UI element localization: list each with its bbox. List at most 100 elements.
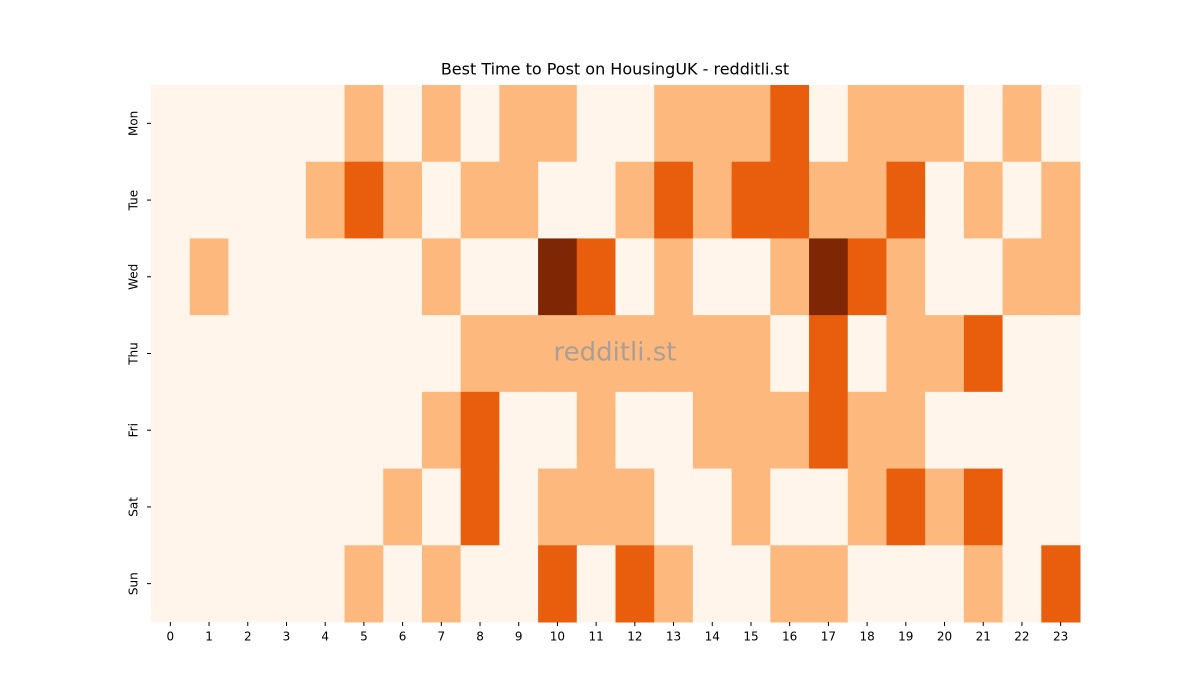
heatmap-cell [654, 161, 694, 239]
heatmap-cell [189, 315, 229, 393]
heatmap-cell [189, 545, 229, 623]
heatmap-cell [460, 468, 500, 546]
heatmap-cell [847, 545, 887, 623]
heatmap-cell [344, 315, 384, 393]
heatmap-cell [770, 85, 810, 163]
heatmap-cell [654, 545, 694, 623]
x-tick-label: 5 [360, 630, 368, 644]
heatmap-cell [847, 161, 887, 239]
x-tick-label: 14 [705, 630, 720, 644]
heatmap-cell [189, 161, 229, 239]
heatmap-cell [731, 85, 771, 163]
heatmap-cell [267, 315, 307, 393]
heatmap-cell [228, 315, 268, 393]
heatmap-cell [538, 468, 578, 546]
heatmap-cell [1002, 391, 1042, 470]
heatmap-cell [189, 238, 229, 316]
heatmap-cell [383, 315, 423, 393]
heatmap-cell [770, 545, 810, 623]
heatmap-cell [809, 391, 849, 470]
heatmap-cell [654, 315, 694, 393]
heatmap-cell [267, 545, 307, 623]
heatmap-cell [421, 161, 462, 239]
heatmap-cell [963, 161, 1004, 239]
heatmap-cell [344, 545, 384, 623]
heatmap-cell [267, 85, 307, 163]
heatmap-cell [151, 238, 191, 316]
heatmap-cell [692, 315, 733, 393]
heatmap-cell [538, 238, 578, 316]
heatmap-cell [383, 238, 423, 316]
heatmap-cell [654, 85, 694, 163]
heatmap-cell [963, 85, 1004, 163]
heatmap-cell [770, 161, 810, 239]
heatmap-cell [151, 391, 191, 470]
heatmap-cell [886, 391, 926, 470]
heatmap-cell [305, 468, 346, 546]
heatmap-cell [770, 468, 810, 546]
heatmap-cell [770, 238, 810, 316]
heatmap-cell [151, 315, 191, 393]
heatmap-cell [305, 315, 346, 393]
heatmap-cell [1002, 85, 1042, 163]
x-tick-label: 13 [666, 630, 681, 644]
heatmap-cell [925, 161, 965, 239]
heatmap-cell [770, 315, 810, 393]
y-tick-label: Mon [127, 111, 141, 136]
heatmap-cell [1041, 391, 1081, 470]
heatmap-cell [692, 238, 733, 316]
x-tick-label: 15 [743, 630, 758, 644]
heatmap-cell [499, 468, 539, 546]
heatmap-cell [925, 85, 965, 163]
heatmap-cell [963, 238, 1004, 316]
heatmap-cell [538, 85, 578, 163]
y-tick-label: Sat [127, 497, 141, 517]
heatmap-cell [499, 85, 539, 163]
heatmap-cell [770, 391, 810, 470]
heatmap-cell [925, 468, 965, 546]
heatmap-cell [499, 238, 539, 316]
heatmap-cell [615, 161, 655, 239]
heatmap-cell [809, 85, 849, 163]
x-tick-label: 20 [937, 630, 952, 644]
heatmap-cell [499, 315, 539, 393]
heatmap-cell [809, 468, 849, 546]
heatmap-cell [692, 545, 733, 623]
x-tick-label: 11 [589, 630, 604, 644]
heatmap-cell [847, 468, 887, 546]
heatmap-cell [421, 315, 462, 393]
heatmap-cell [1002, 315, 1042, 393]
y-tick-label: Thu [127, 342, 141, 366]
heatmap-cell [847, 85, 887, 163]
x-tick-label: 9 [515, 630, 523, 644]
heatmap-cell [383, 161, 423, 239]
heatmap-cell [692, 391, 733, 470]
heatmap-cell [228, 545, 268, 623]
heatmap-cell [576, 238, 616, 316]
heatmap-cell [267, 391, 307, 470]
heatmap-cell [692, 161, 733, 239]
heatmap-cell [576, 468, 616, 546]
heatmap-cell [460, 315, 500, 393]
heatmap-cell [499, 391, 539, 470]
heatmap-cell [1041, 161, 1081, 239]
heatmap-cell [615, 85, 655, 163]
heatmap-cell [421, 238, 462, 316]
heatmap-cell [692, 468, 733, 546]
heatmap-cell [963, 545, 1004, 623]
heatmap-cell [538, 315, 578, 393]
heatmap-cell [305, 545, 346, 623]
y-tick-label: Tue [127, 190, 141, 212]
heatmap-cell [228, 85, 268, 163]
heatmap-cell [847, 315, 887, 393]
heatmap-cell [615, 545, 655, 623]
heatmap-cell [576, 545, 616, 623]
heatmap-cell [344, 238, 384, 316]
heatmap-cell [151, 161, 191, 239]
heatmap-cells [151, 85, 1081, 623]
heatmap-cell [963, 315, 1004, 393]
heatmap-cell [460, 238, 500, 316]
heatmap-cell [925, 238, 965, 316]
heatmap-cell [886, 238, 926, 316]
x-tick-label: 0 [167, 630, 175, 644]
